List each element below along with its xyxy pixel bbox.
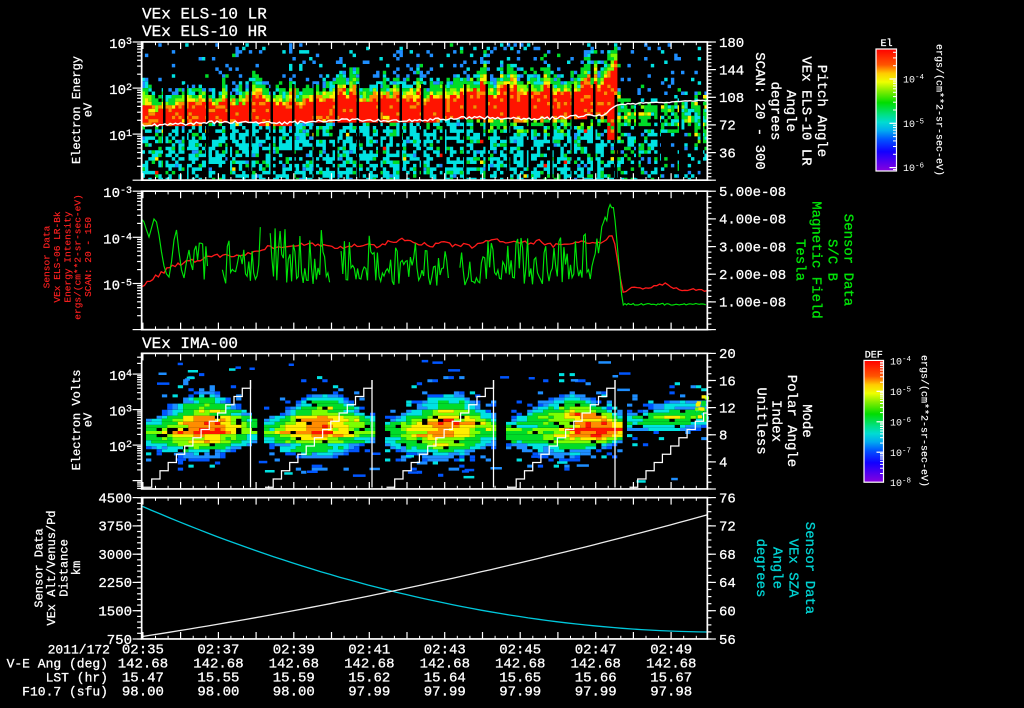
svg-text:142.68: 142.68 [420,656,470,672]
svg-text:2.00e-08: 2.00e-08 [719,268,786,284]
svg-text:5.00e-08: 5.00e-08 [719,185,786,201]
svg-text:02:39: 02:39 [273,642,315,658]
svg-text:142.68: 142.68 [118,656,168,672]
svg-text:97.99: 97.99 [348,684,390,700]
svg-text:15.47: 15.47 [122,670,164,686]
svg-text:1.00e-08: 1.00e-08 [719,296,786,312]
svg-text:3000: 3000 [98,548,132,564]
svg-text:60: 60 [719,605,736,621]
svg-text:Electron EnergyeV: Electron EnergyeV [70,56,96,164]
svg-text:76: 76 [719,491,736,507]
svg-text:750: 750 [107,633,132,649]
svg-text:02:47: 02:47 [575,642,617,658]
svg-text:15.67: 15.67 [650,670,692,686]
svg-text:15.55: 15.55 [197,670,239,686]
svg-text:97.99: 97.99 [499,684,541,700]
svg-text:02:41: 02:41 [348,642,390,658]
svg-text:15.64: 15.64 [424,670,466,686]
svg-text:02:35: 02:35 [122,642,164,658]
svg-text:8: 8 [719,429,727,445]
svg-text:98.00: 98.00 [122,684,164,700]
svg-text:2250: 2250 [98,576,132,592]
svg-text:12: 12 [719,401,736,417]
svg-text:16: 16 [719,374,736,390]
svg-text:3750: 3750 [98,520,132,536]
svg-text:VEx ELS-10 LR: VEx ELS-10 LR [142,6,267,24]
svg-text:72: 72 [719,119,736,135]
svg-text:02:49: 02:49 [650,642,692,658]
svg-text:142.68: 142.68 [646,656,696,672]
svg-text:3.00e-08: 3.00e-08 [719,240,786,256]
svg-text:2011/172: 2011/172 [48,642,110,657]
svg-text:Pitch AngleVEx ELS-10 LRAngled: Pitch AngleVEx ELS-10 LRAngledegreesSCAN… [751,52,829,170]
svg-text:15.65: 15.65 [499,670,541,686]
svg-text:Sensor DataVEx SZAAngledegrees: Sensor DataVEx SZAAngledegrees [752,522,817,614]
svg-text:15.66: 15.66 [575,670,617,686]
svg-text:LST (hr): LST (hr) [46,670,108,685]
svg-text:64: 64 [719,576,736,592]
svg-text:97.98: 97.98 [650,684,692,700]
svg-text:97.99: 97.99 [424,684,466,700]
svg-text:142.68: 142.68 [495,656,545,672]
svg-text:68: 68 [719,548,736,564]
svg-text:Sensor DataS/C BMagnetic Field: Sensor DataS/C BMagnetic FieldTesla [791,201,855,319]
svg-text:VEx ELS-10 HR: VEx ELS-10 HR [142,23,267,41]
svg-text:72: 72 [719,520,736,536]
svg-text:98.00: 98.00 [197,684,239,700]
svg-text:15.59: 15.59 [273,670,315,686]
svg-text:ModePolar AngleIndexUnitless: ModePolar AngleIndexUnitless [753,375,815,467]
svg-text:02:37: 02:37 [197,642,239,658]
svg-text:Sensor DataVEx ELS-06 LR-BkEne: Sensor DataVEx ELS-06 LR-BkEnergy Intens… [42,194,95,319]
svg-text:15.62: 15.62 [348,670,390,686]
svg-text:02:45: 02:45 [499,642,541,658]
svg-text:108: 108 [719,91,744,107]
svg-text:V-E Ang (deg): V-E Ang (deg) [7,656,108,671]
svg-text:142.68: 142.68 [344,656,394,672]
svg-text:1500: 1500 [98,605,132,621]
svg-text:4500: 4500 [98,491,132,507]
svg-text:ergs/(cm**2-sr-sec-eV): ergs/(cm**2-sr-sec-eV) [933,44,945,176]
svg-text:142.68: 142.68 [269,656,319,672]
svg-text:20: 20 [719,347,736,363]
svg-text:Electron VoltseV: Electron VoltseV [70,370,96,471]
svg-text:56: 56 [719,633,736,649]
svg-text:DEF: DEF [865,350,883,361]
svg-text:4.00e-08: 4.00e-08 [719,213,786,229]
svg-text:VEx IMA-00: VEx IMA-00 [142,335,238,353]
svg-text:El: El [880,38,892,50]
svg-text:36: 36 [719,146,736,162]
svg-text:97.99: 97.99 [575,684,617,700]
svg-text:144: 144 [719,63,744,79]
svg-text:F10.7 (sfu): F10.7 (sfu) [22,684,108,699]
svg-text:ergs/(cm**2-sr-sec-eV): ergs/(cm**2-sr-sec-eV) [918,355,930,487]
svg-text:180: 180 [719,36,744,52]
svg-text:98.00: 98.00 [273,684,315,700]
svg-text:Sensor DataVEx Alt/Venus/PdDis: Sensor DataVEx Alt/Venus/PdDistancekm [32,510,84,625]
svg-text:142.68: 142.68 [193,656,243,672]
svg-text:142.68: 142.68 [570,656,620,672]
svg-text:02:43: 02:43 [424,642,466,658]
svg-text:4: 4 [719,456,727,472]
